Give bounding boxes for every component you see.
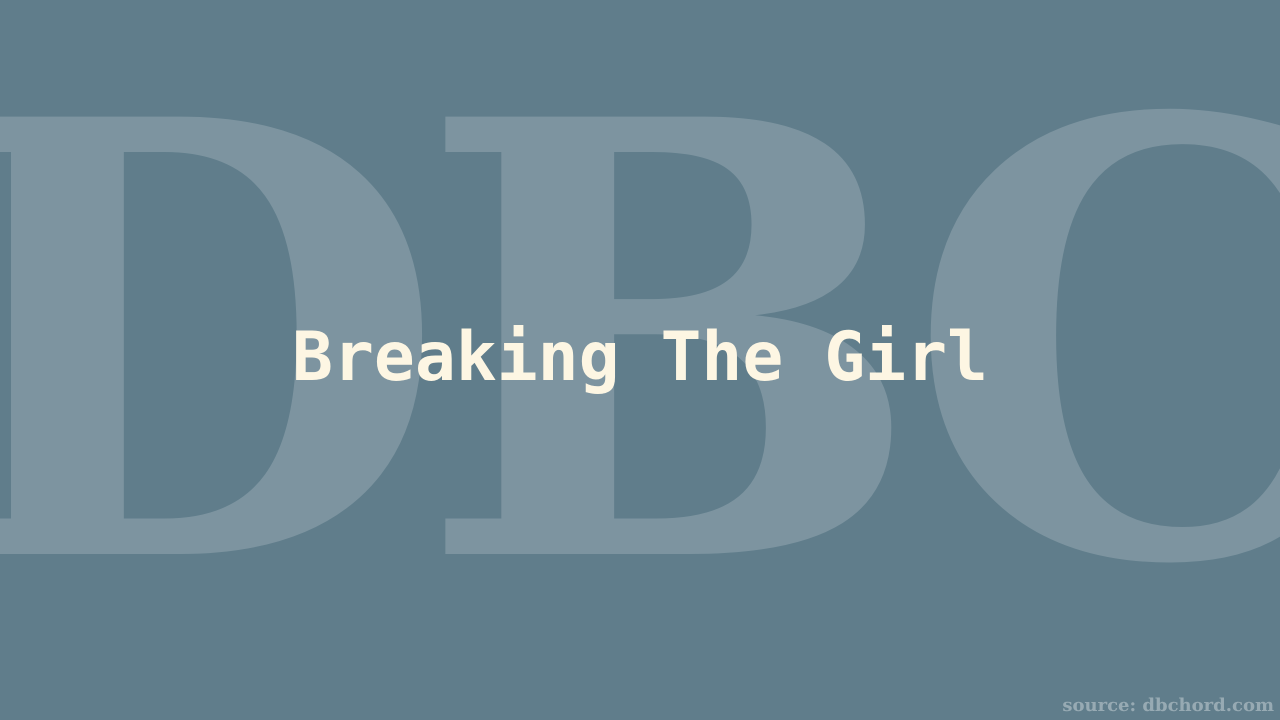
song-title: Breaking The Girl: [292, 318, 988, 397]
source-credit: source: dbchord.com: [1062, 695, 1274, 716]
dbc-logo-watermark: DBC: [0, 84, 1280, 604]
